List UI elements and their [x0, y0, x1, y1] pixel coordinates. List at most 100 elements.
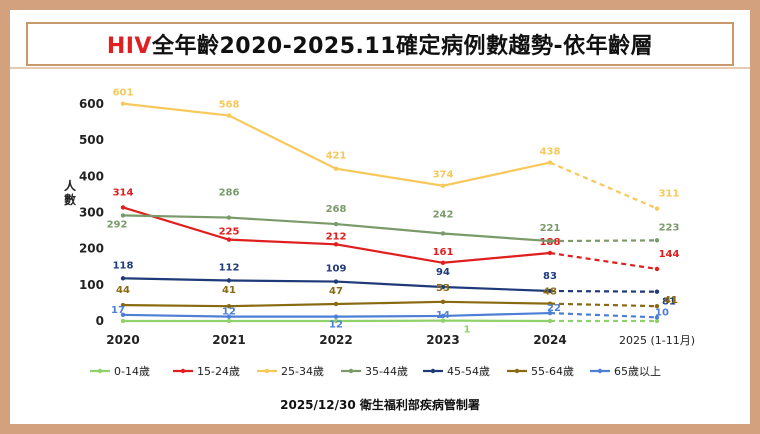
data-label: 223: [659, 222, 680, 233]
legend-marker: [430, 368, 436, 374]
data-label: 22: [547, 303, 561, 314]
data-point: [654, 315, 660, 320]
data-point: [547, 238, 553, 244]
data-label: 44: [116, 285, 130, 296]
footer-source: 2025/12/30 衛生福利部疾病管制署: [280, 398, 480, 412]
data-point: [333, 279, 339, 284]
y-tick-label: 400: [79, 169, 104, 183]
data-point: [547, 160, 553, 165]
data-label: 41: [222, 285, 236, 296]
legend-label: 55-64歲: [531, 364, 574, 378]
data-point: [547, 288, 553, 294]
page-title: HIV全年齡2020-2025.11確定病例數趨勢-依年齡層: [107, 28, 653, 60]
slide-card: HIV全年齡2020-2025.11確定病例數趨勢-依年齡層 0 100 200 30…: [10, 10, 750, 424]
data-label: 112: [219, 262, 240, 273]
series-line-solid: [122, 102, 551, 187]
legend-label: 25-34歲: [281, 364, 324, 378]
series-line-dashed: [549, 289, 658, 293]
data-point: [440, 299, 446, 305]
data-label: 161: [433, 247, 454, 258]
data-label: 109: [326, 264, 347, 275]
data-label: 311: [659, 189, 680, 200]
data-point: [440, 260, 446, 265]
legend-marker: [97, 368, 103, 374]
data-point: [226, 303, 232, 309]
y-axis-title-char: 數: [64, 192, 76, 207]
data-label: 286: [219, 188, 240, 199]
series-line-dashed: [549, 302, 658, 308]
data-label: 81: [662, 297, 676, 308]
y-tick-label: 500: [79, 133, 104, 147]
data-label: 14: [436, 310, 450, 321]
data-point: [120, 276, 126, 281]
data-point: [120, 205, 126, 210]
data-point: [440, 318, 446, 323]
line-chart: 0 100 200 300 400 500 600 人數 2020 2021 2022 2023 202…: [64, 88, 695, 378]
data-label: 221: [540, 223, 561, 234]
data-label: 144: [659, 249, 680, 260]
title-box: HIV全年齡2020-2025.11確定病例數趨勢-依年齡層: [26, 22, 734, 66]
data-label: 41: [664, 295, 678, 306]
x-tick-label: 2024: [533, 333, 566, 347]
y-tick-label: 300: [79, 206, 104, 220]
data-point: [440, 284, 446, 290]
x-tick-label: 2023: [426, 333, 459, 347]
data-point: [333, 301, 339, 307]
series-line-dashed: [549, 251, 658, 271]
data-point: [654, 266, 660, 272]
data-point: [120, 318, 126, 324]
data-label: 268: [326, 204, 347, 215]
data-point: [120, 101, 126, 106]
data-point: [120, 213, 126, 218]
data-point: [333, 221, 339, 227]
legend-label: 45-54歲: [447, 364, 490, 378]
data-label: 374: [433, 170, 454, 181]
data-label: 601: [113, 88, 134, 99]
series-line-dashed: [549, 311, 658, 319]
data-point: [440, 231, 446, 236]
data-point: [547, 318, 553, 324]
data-label: 47: [329, 286, 343, 297]
data-point: [440, 183, 446, 188]
legend-marker: [514, 368, 520, 374]
data-label: 118: [113, 260, 134, 271]
data-point: [333, 242, 339, 247]
data-label: 12: [329, 320, 343, 331]
legend-marker: [348, 368, 354, 374]
data-label: 17: [111, 305, 125, 316]
title-divider: [10, 67, 750, 69]
x-tick-label: 2022: [319, 333, 352, 347]
data-point: [547, 301, 553, 306]
data-point: [654, 238, 660, 243]
data-point: [226, 237, 232, 242]
data-label: 292: [107, 219, 128, 230]
data-label: 568: [219, 100, 240, 111]
data-point: [654, 318, 660, 324]
data-point: [226, 278, 232, 283]
data-label: 438: [540, 147, 561, 158]
series-line-dashed: [549, 239, 658, 243]
data-point: [333, 314, 339, 319]
data-point: [226, 215, 232, 220]
data-point: [654, 303, 660, 309]
title-rest: 全年齡2020-2025.11確定病例數趨勢-依年齡層: [151, 34, 654, 59]
data-point: [120, 312, 126, 318]
data-point: [547, 310, 553, 316]
legend-label: 35-44歲: [365, 364, 408, 378]
data-label: 94: [436, 267, 450, 278]
data-label: 83: [543, 271, 557, 282]
legend-label: 0-14歲: [114, 364, 150, 378]
data-point: [440, 313, 446, 319]
y-tick-label: 600: [79, 97, 104, 111]
data-label: 314: [113, 187, 134, 198]
data-point: [333, 166, 339, 171]
data-label: 421: [326, 151, 347, 162]
data-label: 212: [326, 231, 347, 242]
data-label: 53: [436, 283, 450, 294]
x-tick-label: 2025 (1-11月): [619, 334, 695, 347]
data-point: [654, 289, 660, 294]
series-line-dashed: [549, 161, 658, 210]
data-point: [547, 250, 553, 256]
data-label: 242: [433, 209, 454, 220]
y-axis-title-char: 人: [64, 178, 77, 193]
